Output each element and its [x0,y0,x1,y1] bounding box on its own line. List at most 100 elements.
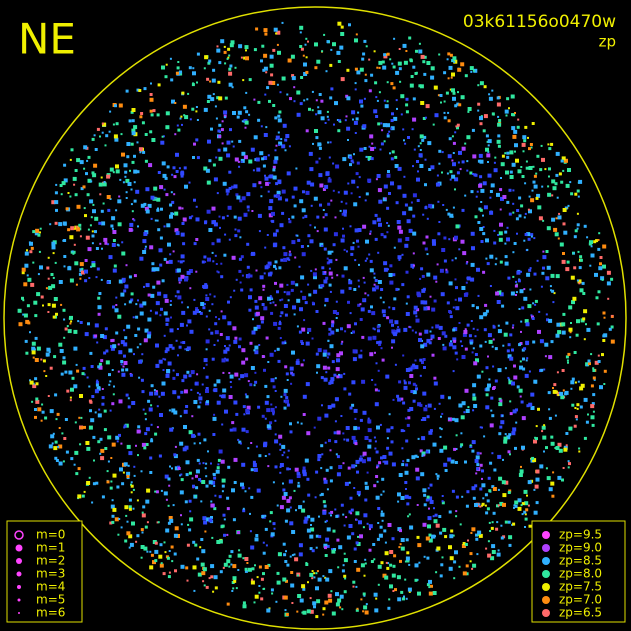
star [203,584,206,587]
star [156,426,159,429]
star [451,259,454,262]
star [388,273,393,277]
star [298,265,301,268]
star [93,459,95,462]
star [253,135,258,140]
star [419,277,422,280]
star [54,200,59,205]
star [301,584,306,589]
star [488,339,493,344]
star [221,216,225,220]
star [346,96,351,101]
star [312,601,317,606]
star [340,200,343,203]
star [276,194,280,198]
star [200,562,205,567]
star [408,381,411,385]
star [324,271,327,274]
star [167,521,171,525]
star [263,156,268,160]
star [554,182,558,186]
star [233,579,237,583]
star [389,550,394,554]
star [277,118,282,123]
star [165,111,170,116]
star [391,573,396,578]
star [512,211,515,214]
star [453,447,457,451]
star [264,174,266,177]
star [347,182,350,185]
star [379,296,382,299]
star [58,461,63,466]
star [396,107,398,110]
star [108,130,111,133]
star [421,436,426,441]
star [143,338,148,343]
star [332,529,336,533]
star [479,175,483,179]
star [175,231,180,236]
star [245,49,247,52]
star [180,171,185,176]
star [498,237,503,242]
star [130,203,133,206]
star [244,567,248,571]
star [528,402,533,407]
star [92,435,96,439]
star [176,290,180,294]
star [496,192,500,197]
star [307,515,311,519]
star [69,399,72,402]
star [506,155,510,159]
star [268,453,271,456]
star [131,108,136,112]
star [167,477,171,481]
star [462,332,467,337]
star [304,43,307,46]
star [101,396,105,400]
star [354,88,357,91]
star [427,141,432,146]
star [323,543,328,548]
star [192,540,196,544]
star [91,501,94,504]
star [174,228,179,233]
star [199,480,202,483]
star [342,462,345,465]
star [479,116,483,121]
star [375,495,380,500]
star [395,287,399,291]
star [35,397,39,401]
star [150,439,154,443]
star [448,238,451,241]
star [82,366,86,370]
star [524,125,528,129]
star [221,478,226,483]
star [105,360,110,365]
star [46,266,50,270]
star [289,555,292,558]
star [464,543,468,546]
star [375,178,378,181]
star [417,170,419,173]
star [29,250,33,254]
star [367,457,372,462]
star [316,371,318,374]
star [290,280,295,285]
star [264,32,268,36]
star [464,74,468,78]
star [422,60,426,64]
star [123,289,127,293]
star [293,86,296,89]
star [353,153,355,156]
star [337,191,340,194]
star [125,178,130,183]
star [170,316,172,319]
star [450,340,452,343]
star [274,433,277,436]
star [79,394,83,398]
star [376,66,379,69]
star [133,199,137,203]
star [180,478,184,482]
